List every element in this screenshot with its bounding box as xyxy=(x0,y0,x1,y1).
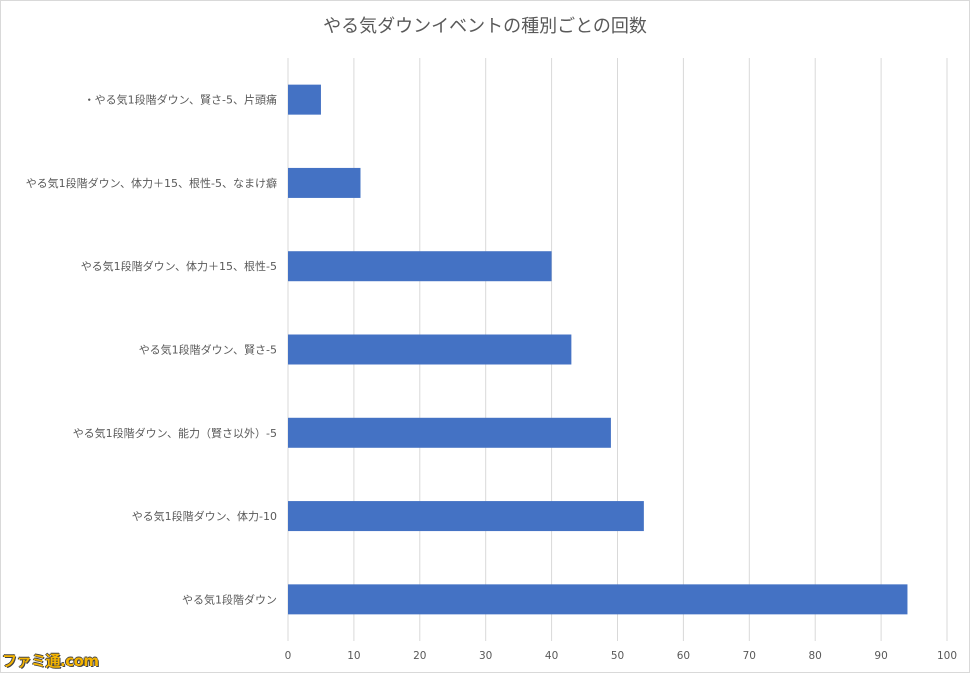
x-tick-labels: 0 10 20 30 40 50 60 70 80 90 100 xyxy=(285,650,957,662)
bars xyxy=(288,84,908,615)
bar xyxy=(288,417,611,448)
bar xyxy=(288,251,552,282)
site-watermark-logo: ファミ通.com xyxy=(2,652,99,670)
category-label: やる気1段階ダウン xyxy=(182,592,277,606)
category-labels: ・やる気1段階ダウン、賢さ-5、片頭痛やる気1段階ダウン、体力＋15、根性-5、… xyxy=(26,93,277,607)
x-tick-label: 50 xyxy=(611,650,624,662)
category-label: やる気1段階ダウン、体力＋15、根性-5 xyxy=(81,259,277,273)
bar xyxy=(288,167,361,198)
x-tick-label: 40 xyxy=(545,650,558,662)
x-tick-label: 70 xyxy=(743,650,756,662)
x-tick-label: 100 xyxy=(937,650,957,662)
bar xyxy=(288,501,644,532)
x-tick-label: 90 xyxy=(874,650,887,662)
x-tick-label: 0 xyxy=(285,650,292,662)
category-label: ・やる気1段階ダウン、賢さ-5、片頭痛 xyxy=(84,93,277,107)
x-tick-label: 10 xyxy=(347,650,360,662)
bar xyxy=(288,84,321,115)
category-label: やる気1段階ダウン、能力（賢さ以外）-5 xyxy=(73,426,277,440)
chart-title: やる気ダウンイベントの種別ごとの回数 xyxy=(323,16,647,37)
x-tick-label: 60 xyxy=(677,650,690,662)
x-tick-label: 30 xyxy=(479,650,492,662)
category-label: やる気1段階ダウン、体力＋15、根性-5、なまけ癖 xyxy=(26,176,277,190)
category-label: やる気1段階ダウン、賢さ-5 xyxy=(139,343,277,357)
gridlines xyxy=(287,58,948,641)
category-label: やる気1段階ダウン、体力-10 xyxy=(132,509,277,523)
x-tick-label: 20 xyxy=(413,650,426,662)
bar xyxy=(288,584,908,615)
bar xyxy=(288,334,572,365)
x-tick-label: 80 xyxy=(809,650,822,662)
